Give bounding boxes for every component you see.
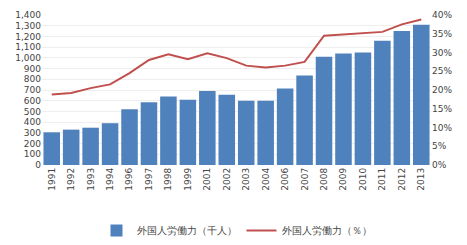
- svg-text:1996: 1996: [124, 168, 134, 191]
- svg-text:1993: 1993: [86, 168, 96, 191]
- svg-text:900: 900: [24, 64, 41, 74]
- svg-text:2002: 2002: [222, 168, 232, 191]
- svg-text:20%: 20%: [432, 85, 452, 95]
- svg-text:700: 700: [24, 85, 41, 95]
- svg-text:1999: 1999: [183, 168, 193, 191]
- svg-text:2012: 2012: [397, 168, 407, 191]
- svg-text:2007: 2007: [300, 168, 310, 191]
- svg-text:200: 200: [24, 139, 41, 149]
- svg-text:400: 400: [24, 117, 41, 127]
- svg-text:0%: 0%: [432, 160, 447, 170]
- svg-text:2003: 2003: [241, 168, 251, 191]
- svg-text:2009: 2009: [338, 168, 348, 191]
- svg-text:1,400: 1,400: [15, 10, 41, 20]
- svg-text:1994: 1994: [105, 168, 115, 191]
- svg-text:1997: 1997: [144, 168, 154, 191]
- svg-text:600: 600: [24, 96, 41, 106]
- svg-text:2010: 2010: [358, 168, 368, 191]
- svg-text:1998: 1998: [163, 168, 173, 191]
- svg-text:30%: 30%: [432, 48, 452, 58]
- svg-text:外国人労働力（％）: 外国人労働力（％）: [282, 225, 372, 236]
- svg-text:40%: 40%: [432, 10, 452, 20]
- svg-text:1992: 1992: [66, 168, 76, 191]
- svg-text:1,000: 1,000: [15, 53, 41, 63]
- svg-text:2001: 2001: [202, 168, 212, 191]
- svg-text:1,200: 1,200: [15, 32, 41, 42]
- svg-text:1991: 1991: [47, 168, 57, 191]
- svg-text:100: 100: [24, 149, 41, 159]
- svg-text:2006: 2006: [280, 168, 290, 191]
- svg-text:2011: 2011: [377, 168, 387, 191]
- svg-text:0: 0: [35, 160, 41, 170]
- svg-text:1,100: 1,100: [15, 42, 41, 52]
- svg-text:5%: 5%: [432, 141, 447, 151]
- svg-text:2004: 2004: [261, 168, 271, 191]
- svg-text:35%: 35%: [432, 29, 452, 39]
- svg-text:300: 300: [24, 128, 41, 138]
- svg-text:15%: 15%: [432, 104, 452, 114]
- svg-text:外国人労働力（千人）: 外国人労働力（千人）: [137, 225, 237, 236]
- svg-text:1,300: 1,300: [15, 21, 41, 31]
- svg-text:2008: 2008: [319, 168, 329, 191]
- svg-text:25%: 25%: [432, 66, 452, 76]
- svg-text:500: 500: [24, 107, 41, 117]
- svg-text:10%: 10%: [432, 123, 452, 133]
- svg-text:2013: 2013: [416, 168, 426, 191]
- svg-text:800: 800: [24, 74, 41, 84]
